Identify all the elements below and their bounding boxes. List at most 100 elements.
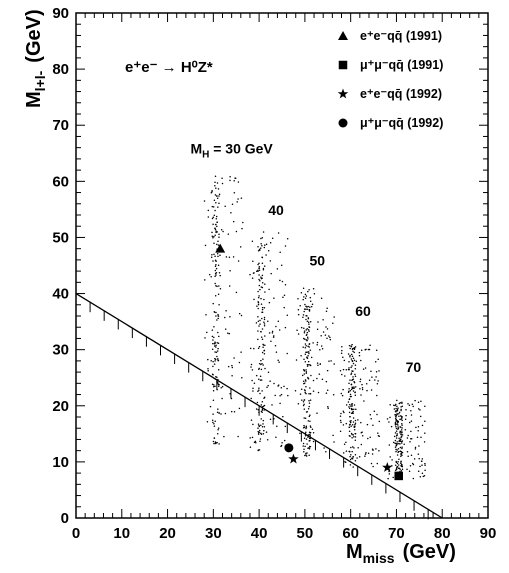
simulated-event-dot — [217, 244, 220, 246]
simulated-event-dot — [348, 450, 350, 453]
simulated-event-dot — [341, 394, 344, 397]
simulated-event-dot — [377, 432, 379, 434]
y-tick-label: 60 — [52, 173, 69, 190]
simulated-event-dot — [308, 399, 310, 402]
simulated-event-dot — [258, 387, 260, 389]
simulated-event-dot — [299, 305, 301, 307]
simulated-event-dot — [217, 382, 219, 384]
simulated-event-dot — [394, 416, 397, 418]
simulated-event-dot — [349, 464, 352, 466]
simulated-event-dot — [352, 376, 354, 378]
simulated-event-dot — [333, 441, 335, 443]
simulated-event-dot — [349, 421, 352, 424]
simulated-event-dot — [219, 254, 221, 257]
simulated-event-dot — [216, 350, 219, 352]
simulated-event-dot — [348, 407, 351, 410]
simulated-event-dot — [260, 336, 263, 338]
simulated-event-dot — [303, 389, 306, 391]
simulated-event-dot — [351, 359, 353, 362]
simulated-event-dot — [269, 242, 272, 244]
simulated-event-dot — [361, 388, 364, 391]
simulated-event-dot — [319, 349, 321, 351]
simulated-event-dot — [275, 325, 277, 328]
simulated-event-dot — [220, 413, 222, 415]
simulated-event-dot — [306, 411, 309, 413]
simulated-event-dot — [342, 410, 345, 413]
simulated-event-dot — [348, 367, 350, 369]
simulated-event-dot — [211, 235, 214, 237]
simulated-event-dot — [401, 427, 403, 429]
simulated-event-dot — [207, 209, 210, 212]
simulated-event-dot — [305, 315, 307, 317]
simulated-event-dot — [253, 347, 255, 350]
simulated-event-dot — [261, 308, 264, 311]
simulated-event-dot — [302, 287, 305, 290]
simulated-event-dot — [297, 313, 300, 316]
simulated-event-dot — [394, 464, 397, 467]
simulated-event-dot — [297, 333, 300, 335]
simulated-event-dot — [258, 362, 261, 365]
simulated-event-dot — [233, 179, 235, 182]
simulated-event-dot — [282, 296, 284, 299]
simulated-event-dot — [214, 269, 217, 272]
simulated-event-dot — [257, 302, 260, 304]
simulated-event-dot — [320, 297, 323, 300]
simulated-event-dot — [354, 394, 357, 396]
simulated-event-dot — [424, 469, 426, 472]
simulated-event-dot — [404, 428, 407, 431]
simulated-event-dot — [263, 349, 266, 352]
simulated-event-dot — [348, 424, 351, 426]
simulated-event-dot — [303, 373, 306, 375]
simulated-event-dot — [303, 403, 305, 406]
simulated-event-dot — [341, 373, 343, 376]
simulated-event-dot — [349, 420, 351, 423]
simulated-event-dot — [263, 323, 266, 325]
simulated-event-dot — [232, 220, 235, 223]
simulated-event-dot — [396, 462, 399, 465]
simulated-event-dot — [279, 279, 281, 282]
simulated-event-dot — [263, 321, 265, 323]
simulated-event-dot — [414, 446, 417, 449]
simulated-event-dot — [308, 289, 310, 291]
simulated-event-dot — [308, 405, 310, 408]
simulated-event-dot — [249, 347, 252, 350]
x-tick-label: 70 — [388, 525, 405, 542]
simulated-event-dot — [217, 428, 219, 431]
simulated-event-dot — [228, 256, 231, 259]
simulated-event-dot — [257, 263, 259, 266]
simulated-event-dot — [232, 256, 235, 258]
simulated-event-dot — [305, 386, 307, 388]
simulated-event-dot — [374, 360, 377, 363]
simulated-event-dot — [217, 206, 219, 208]
simulated-event-dot — [399, 440, 402, 442]
simulated-event-dot — [329, 338, 332, 341]
simulated-event-dot — [310, 305, 313, 308]
simulated-event-dot — [224, 412, 227, 415]
simulated-event-dot — [207, 216, 210, 218]
simulated-event-dot — [262, 423, 264, 425]
simulated-event-dot — [250, 366, 252, 368]
simulated-event-dot — [351, 446, 354, 448]
simulated-event-dot — [417, 401, 420, 403]
simulated-event-dot — [420, 460, 423, 462]
simulated-event-dot — [350, 345, 353, 348]
simulated-event-dot — [211, 329, 214, 331]
simulated-event-dot — [354, 364, 357, 366]
simulated-event-dot — [349, 458, 352, 461]
simulated-event-dot — [365, 383, 368, 385]
x-axis-title: Mmiss (GeV) — [346, 541, 456, 566]
simulated-event-dot — [234, 177, 237, 180]
simulated-event-dot — [302, 346, 304, 348]
simulated-event-dot — [252, 423, 254, 426]
simulated-event-dot — [403, 443, 405, 446]
simulated-event-dot — [312, 432, 315, 434]
simulated-event-dot — [233, 191, 236, 194]
simulated-event-dot — [357, 419, 359, 421]
simulated-event-dot — [350, 446, 352, 449]
data-point-star — [382, 462, 393, 472]
simulated-event-dot — [324, 334, 327, 336]
simulated-event-dot — [282, 415, 284, 418]
simulated-event-dot — [303, 296, 305, 298]
simulated-event-dot — [354, 436, 357, 438]
simulated-event-dot — [273, 335, 275, 337]
